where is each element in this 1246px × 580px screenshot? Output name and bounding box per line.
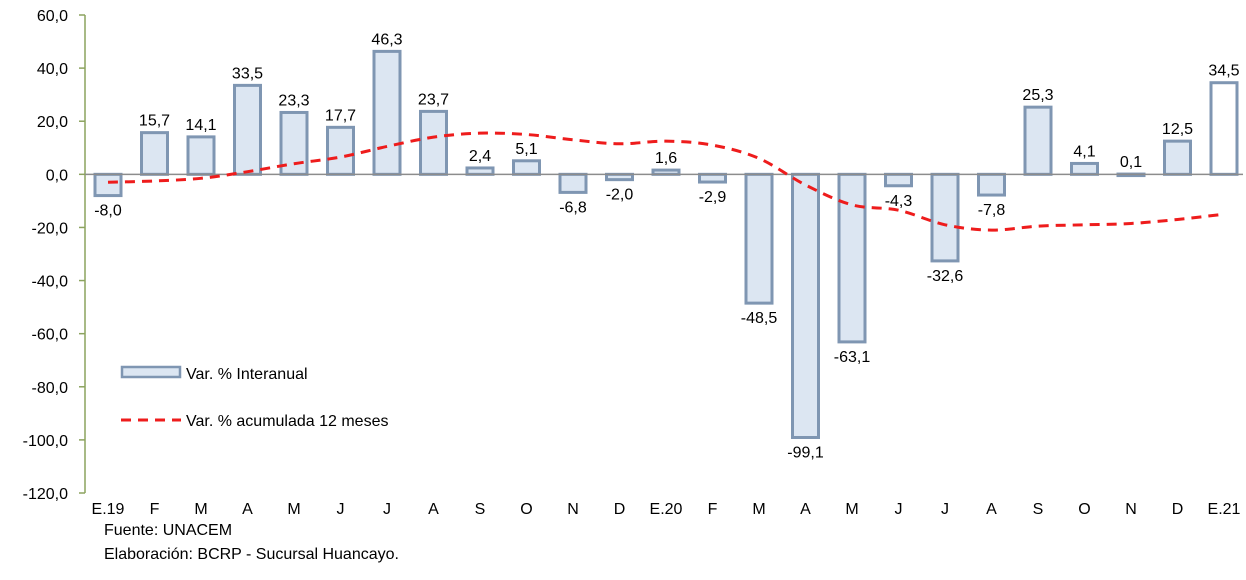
x-tick-label: M [752,501,765,518]
x-tick-label: A [242,501,253,518]
x-tick-label: E.20 [650,501,683,518]
bar [1070,161,1099,176]
y-tick-label: -40,0 [32,274,69,291]
y-tick-label: 40,0 [37,61,68,78]
bar [140,131,169,176]
x-tick-label: M [287,501,300,518]
data-label: 34,5 [1208,63,1239,80]
y-tick-label: -100,0 [23,433,68,450]
data-label: 2,4 [469,148,491,165]
data-label: -7,8 [978,202,1006,219]
legend-bar-label: Var. % Interanual [186,366,308,383]
bar [837,172,867,344]
bar [1209,81,1239,176]
data-label: -2,0 [606,187,634,204]
x-tick-label: S [475,501,486,518]
data-label: -63,1 [834,349,871,366]
x-tick-label: F [708,501,718,518]
bar-line-chart: 60,0 40,0 20,0 0,0 -20,0 -40,0 -60,0 -80,0 -100,… [23,8,1243,518]
bar [744,172,774,305]
x-tick-label: E.19 [92,501,125,518]
x-tick-label: D [1172,501,1184,518]
y-tick-label: -120,0 [23,486,68,503]
y-tick-label: 20,0 [37,114,68,131]
data-label: -8,0 [94,203,122,220]
bar [605,172,634,182]
y-tick-label: 0,0 [46,167,68,184]
x-tick-label: O [1078,501,1090,518]
data-label: 4,1 [1073,143,1095,160]
bar [930,172,960,263]
data-label: -48,5 [741,310,778,327]
y-tick-label: 60,0 [37,8,68,25]
data-label: 23,3 [278,92,309,109]
x-tick-label: A [800,501,811,518]
elaboration-note: Elaboración: BCRP - Sucursal Huancayo. [104,546,399,563]
data-label: 25,3 [1022,87,1053,104]
bar [558,172,588,194]
x-tick-label: O [520,501,532,518]
x-tick-label: S [1033,501,1044,518]
bar [512,159,541,176]
data-label: 46,3 [371,31,402,48]
bar [977,172,1006,197]
data-label: -2,9 [699,189,727,206]
x-tick-label: J [383,501,391,518]
y-tick-label: -20,0 [32,220,69,237]
x-tick-label: N [567,501,579,518]
data-label: -99,1 [787,444,824,461]
cumulative-line [107,131,1225,232]
source-note: Fuente: UNACEM [104,522,233,539]
y-tick-label: -80,0 [32,380,69,397]
legend-bar-swatch [120,365,182,379]
bar [372,49,402,176]
x-tick-label: A [428,501,439,518]
bar [326,125,355,176]
data-label: -32,6 [927,268,964,285]
y-tick-label: -60,0 [32,327,69,344]
bar [93,172,123,198]
bar [698,172,727,184]
x-tick-label: E.21 [1208,501,1241,518]
x-tick-label: M [194,501,207,518]
bar [233,83,262,176]
data-label: 14,1 [185,117,216,134]
bar [186,135,216,176]
data-label: 15,7 [139,113,170,130]
bar [465,166,495,176]
data-label: 1,6 [655,150,677,167]
data-label: 0,1 [1120,154,1142,171]
data-label: 17,7 [325,107,356,124]
x-tick-label: A [986,501,997,518]
x-tick-label: J [941,501,949,518]
x-tick-label: D [614,501,626,518]
bar [791,172,820,439]
legend-line-label: Var. % acumulada 12 meses [186,413,388,430]
data-label: -4,3 [885,193,913,210]
x-tick-label: J [337,501,345,518]
data-label: 23,7 [418,91,449,108]
data-label: -6,8 [559,199,587,216]
data-label: 5,1 [515,141,537,158]
bar [884,172,913,188]
bar [419,109,448,176]
x-tick-label: J [895,501,903,518]
data-label: 33,5 [232,65,263,82]
x-tick-label: N [1125,501,1137,518]
x-tick-label: M [845,501,858,518]
data-label: 12,5 [1162,121,1193,138]
bar [1023,105,1053,176]
x-tick-label: F [150,501,160,518]
bar [1163,139,1192,176]
